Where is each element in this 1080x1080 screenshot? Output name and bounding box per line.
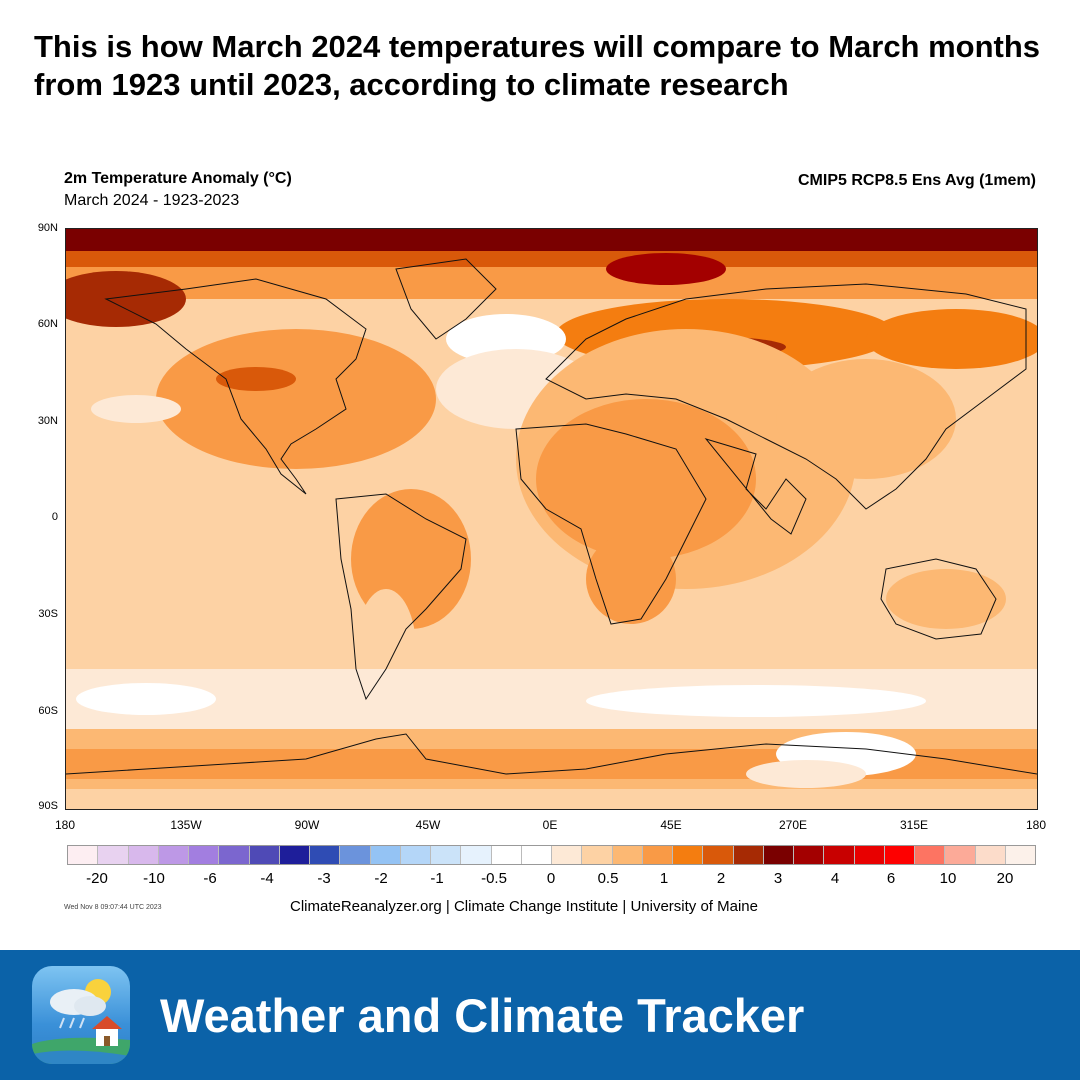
legend-label: -20 (86, 870, 108, 887)
lat-label-90n: 90N (37, 222, 58, 234)
legend-swatch (310, 846, 341, 864)
legend-label: -3 (317, 870, 331, 887)
lat-label-60s: 60S (38, 705, 58, 717)
lat-label-0: 0 (51, 511, 58, 523)
legend-label: 1 (659, 870, 669, 887)
lon-label-180-west: 180 (54, 818, 76, 832)
legend-swatch (612, 846, 643, 864)
lon-label-45e: 45E (660, 818, 682, 832)
footer-title: Weather and Climate Tracker (160, 989, 805, 1042)
legend-swatch (884, 846, 915, 864)
legend-label: 4 (830, 870, 840, 887)
lon-label-270e: 270E (778, 818, 808, 832)
lon-label-315e: 315E (899, 818, 929, 832)
legend-label: 6 (886, 870, 896, 887)
legend-swatch (915, 846, 946, 864)
model-label: CMIP5 RCP8.5 Ens Avg (1mem) (798, 172, 1036, 189)
legend-swatch (128, 846, 159, 864)
legend-swatch (945, 846, 976, 864)
legend-label: -0.5 (481, 870, 507, 887)
legend-swatch (794, 846, 825, 864)
map-subtitle: March 2024 - 1923-2023 (64, 192, 240, 209)
map-svg (66, 229, 1037, 809)
lon-label-135w: 135W (170, 818, 202, 832)
lat-label-30s: 30S (38, 608, 58, 620)
legend-swatch (158, 846, 189, 864)
legend-swatch (642, 846, 673, 864)
legend-label: 2 (716, 870, 726, 887)
legend-swatch (824, 846, 855, 864)
lon-label-0e: 0E (542, 818, 558, 832)
legend-label: 3 (773, 870, 783, 887)
legend-swatch (340, 846, 371, 864)
legend-swatch (68, 846, 99, 864)
legend-label: -1 (430, 870, 444, 887)
legend-label: -6 (203, 870, 217, 887)
legend-swatch (189, 846, 220, 864)
legend-swatch (733, 846, 764, 864)
legend-swatch (431, 846, 462, 864)
lat-label-90s: 90S (38, 800, 58, 812)
lon-label-45w: 45W (415, 818, 441, 832)
legend-swatch (279, 846, 310, 864)
legend-swatch (370, 846, 401, 864)
legend-swatch (219, 846, 250, 864)
legend-swatch (1005, 846, 1035, 864)
legend-swatch (552, 846, 583, 864)
legend-swatch (582, 846, 613, 864)
legend-swatch (249, 846, 280, 864)
legend-swatch (763, 846, 794, 864)
legend-swatch (400, 846, 431, 864)
map-title: 2m Temperature Anomaly (°C) (64, 170, 292, 187)
lon-label-90w: 90W (294, 818, 320, 832)
credits: ClimateReanalyzer.org | Climate Change I… (290, 898, 758, 915)
legend-label: -10 (143, 870, 165, 887)
timestamp: Wed Nov 8 09:07:44 UTC 2023 (64, 904, 162, 911)
temperature-anomaly-map (65, 228, 1038, 810)
headline: This is how March 2024 temperatures will… (34, 29, 1041, 102)
lat-label-60n: 60N (37, 318, 58, 330)
legend-label: 0 (546, 870, 556, 887)
legend-swatch (491, 846, 522, 864)
legend-label: -2 (374, 870, 388, 887)
weather-app-icon (32, 966, 130, 1064)
legend-swatch (98, 846, 129, 864)
legend-swatch (703, 846, 734, 864)
legend-swatch (854, 846, 885, 864)
lon-label-180-east: 180 (1025, 818, 1047, 832)
footer-banner (0, 950, 1080, 1080)
lat-label-30n: 30N (37, 415, 58, 427)
legend-swatch (975, 846, 1006, 864)
legend-label: 20 (996, 870, 1014, 887)
color-legend (67, 845, 1036, 865)
legend-label: 0.5 (597, 870, 619, 887)
legend-swatch (461, 846, 492, 864)
legend-label: -4 (260, 870, 274, 887)
legend-swatch (521, 846, 552, 864)
legend-label: 10 (939, 870, 957, 887)
legend-swatch (673, 846, 704, 864)
